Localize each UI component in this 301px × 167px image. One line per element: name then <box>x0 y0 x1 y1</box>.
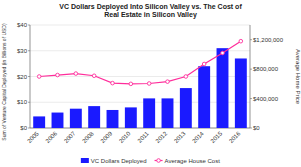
line-marker <box>74 72 78 76</box>
x-tick-label: 2012 <box>155 130 169 144</box>
y-tick-label: $40 <box>17 22 28 28</box>
x-tick-label: 2013 <box>173 130 187 144</box>
y2-tick-label: $1,200,000 <box>253 37 284 43</box>
bar <box>33 116 45 128</box>
x-tick-label: 2011 <box>137 130 151 144</box>
grid-line <box>30 25 250 26</box>
bar <box>52 113 64 128</box>
line-marker <box>184 75 188 79</box>
line-marker <box>56 73 60 77</box>
line-marker <box>147 82 151 86</box>
x-tick-label: 2005 <box>26 130 40 144</box>
line-marker <box>111 81 115 85</box>
legend-swatch <box>81 158 89 163</box>
title: VC Dollars Deployed Into Silicon Valley … <box>59 3 242 19</box>
line <box>39 41 241 84</box>
x-tick-label: 2006 <box>45 130 59 144</box>
legend-label: Average House Cost <box>165 158 221 164</box>
x-tick-label: 2007 <box>63 130 77 144</box>
bar <box>143 98 155 128</box>
y2-axis-label: Average Home Price <box>295 49 301 105</box>
plot-area <box>33 39 247 128</box>
bar <box>70 109 82 128</box>
x-tick-label: 2010 <box>118 130 132 144</box>
legend-label: VC Dollars Deployed <box>91 158 147 164</box>
line-marker <box>239 39 243 43</box>
y2-tick-label: $800,000 <box>253 66 279 72</box>
bar <box>88 106 100 128</box>
bar <box>107 110 119 128</box>
y-tick-label: $10 <box>17 99 28 105</box>
y2-tick-label: $0 <box>253 125 260 131</box>
line-marker <box>37 75 41 79</box>
y-axis <box>30 25 31 128</box>
chart: VC Dollars Deployed Into Silicon Valley … <box>0 0 301 167</box>
legend-marker <box>157 159 161 163</box>
bar <box>125 107 137 128</box>
y-tick-label: $0 <box>20 125 27 131</box>
x-tick-label: 2014 <box>191 130 205 144</box>
line-marker <box>129 82 133 86</box>
line-marker <box>202 62 206 66</box>
x-tick-label: 2015 <box>210 130 224 144</box>
line-marker <box>221 51 225 55</box>
y-tick-label: $30 <box>17 48 28 54</box>
bar <box>235 58 247 128</box>
line-marker <box>92 74 96 78</box>
bar <box>198 66 210 128</box>
title-line: VC Dollars Deployed Into Silicon Valley … <box>59 3 242 11</box>
line-marker <box>166 80 170 84</box>
bar <box>162 98 174 128</box>
title-line: Real Estate in Silicon Valley <box>104 11 197 19</box>
y-axis-label: Sum of Venture Capital Deployed (in Bill… <box>1 23 7 141</box>
x-tick-label: 2008 <box>81 130 95 144</box>
y-tick-label: $20 <box>17 74 28 80</box>
bar <box>180 88 192 128</box>
legend: VC Dollars Deployed Average House Cost <box>81 158 220 164</box>
y2-tick-label: $400,000 <box>253 96 279 102</box>
x-tick-label: 2009 <box>100 130 114 144</box>
x-tick-label: 2016 <box>228 130 242 144</box>
bar <box>217 48 229 128</box>
y2-axis <box>250 25 251 128</box>
